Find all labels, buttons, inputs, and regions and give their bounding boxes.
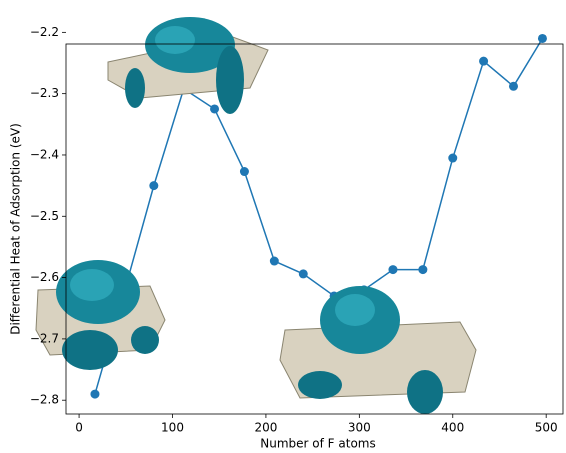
inset-right	[279, 286, 477, 414]
y-tick-label: −2.3	[30, 86, 59, 100]
y-tick-label: −2.4	[30, 147, 59, 161]
y-tick-label: −2.6	[30, 270, 59, 284]
point	[479, 56, 489, 66]
y-axis-label: Differential Heat of Adsorption (eV)	[9, 123, 23, 335]
inset-left	[35, 260, 166, 370]
y-tick-label: −2.8	[30, 393, 59, 407]
point	[508, 81, 518, 91]
point	[90, 389, 100, 399]
axes: Number of F atoms Differential Heat of A…	[9, 25, 564, 451]
plot-area	[90, 33, 547, 399]
point	[239, 167, 249, 177]
point	[537, 33, 547, 43]
point	[298, 269, 308, 279]
x-axis-label: Number of F atoms	[260, 437, 375, 451]
point	[210, 104, 220, 114]
point	[418, 265, 428, 275]
y-tick-label: −2.2	[30, 25, 59, 39]
point	[149, 181, 159, 191]
structure-insets	[35, 17, 477, 414]
point	[269, 256, 279, 266]
point	[388, 265, 398, 275]
plot-frame	[65, 43, 564, 415]
point	[448, 153, 458, 163]
series-line	[94, 38, 544, 395]
x-tick-label: 300	[348, 421, 371, 435]
x-tick-label: 400	[441, 421, 464, 435]
x-tick-label: 500	[535, 421, 558, 435]
x-tick-label: 0	[75, 421, 83, 435]
y-tick-label: −2.5	[30, 209, 59, 223]
x-tick-label: 200	[254, 421, 277, 435]
y-tick-label: −2.7	[30, 331, 59, 345]
inset-top-left	[107, 17, 269, 114]
x-tick-label: 100	[161, 421, 184, 435]
